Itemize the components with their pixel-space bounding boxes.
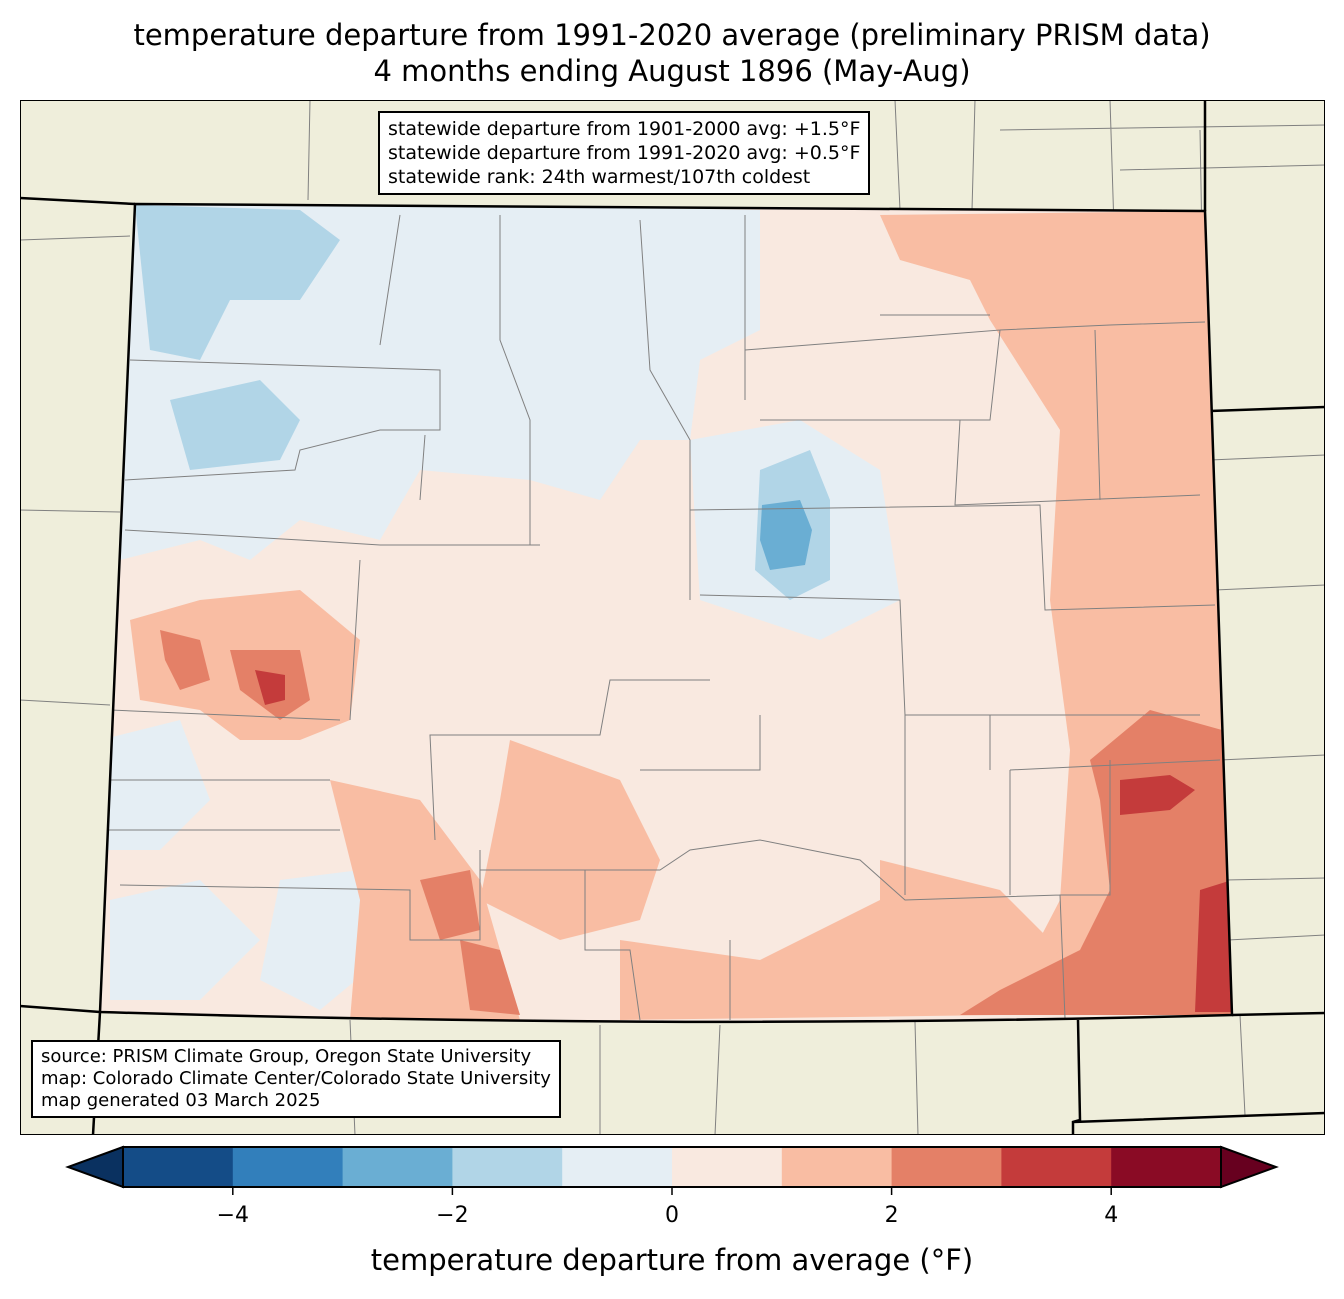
band-neg2-to-neg1-northwest: [135, 205, 340, 470]
colorado-map: [20, 100, 1325, 1135]
colorbar-segment: [672, 1147, 783, 1187]
colorbar-segment: [891, 1147, 1002, 1187]
temperature-departure-field: [100, 204, 1232, 1022]
colorbar-tick-label: 0: [665, 1203, 679, 1228]
colorbar-tick-label: −4: [216, 1203, 250, 1228]
colorbar-segment: [232, 1147, 344, 1187]
title-line-1: temperature departure from 1991-2020 ave…: [133, 18, 1211, 52]
state-borders-outer: [20, 100, 1325, 1135]
colorado-border: [98, 202, 1234, 1024]
stat-1991-2020: statewide departure from 1991-2020 avg: …: [388, 142, 861, 164]
colorbar-segment: [342, 1147, 453, 1187]
county-lines: [105, 214, 1221, 1021]
credit-source: source: PRISM Climate Group, Oregon Stat…: [41, 1046, 532, 1067]
credit-map: map: Colorado Climate Center/Colorado St…: [41, 1068, 551, 1089]
statewide-stats-box: statewide departure from 1901-2000 avg: …: [378, 111, 871, 195]
colorbar-extend-high: [1220, 1145, 1279, 1189]
colorbar-tick-label: 4: [1104, 1203, 1119, 1228]
credit-date: map generated 03 March 2025: [41, 1090, 321, 1111]
colorbar-segment: [1111, 1147, 1222, 1187]
stat-1901-2000: statewide departure from 1901-2000 avg: …: [388, 118, 861, 140]
colorbar-label: temperature departure from average (°F): [370, 1243, 974, 1277]
stat-rank: statewide rank: 24th warmest/107th colde…: [388, 166, 811, 188]
colorbar-segment: [781, 1147, 893, 1187]
band-neg3-to-neg2-denver: [760, 500, 812, 570]
colorbar-segment: [123, 1147, 234, 1187]
band-2-to-3-west: [160, 630, 520, 1015]
colorbar-segment: [1001, 1147, 1112, 1187]
colorbar-tick-label: 2: [884, 1203, 899, 1228]
colorbar-extend-low: [65, 1145, 124, 1189]
title-line-2: 4 months ending August 1896 (May-Aug): [373, 54, 971, 88]
colorbar: [65, 1145, 1279, 1195]
colorbar-tick-label: −2: [436, 1203, 469, 1228]
credits-box: source: PRISM Climate Group, Oregon Stat…: [31, 1040, 561, 1118]
band-neg1-to-0-southwest: [100, 720, 380, 1010]
colorbar-segment: [562, 1147, 673, 1187]
colorbar-segment: [452, 1147, 563, 1187]
band-1-to-2-south: [330, 740, 1060, 1020]
